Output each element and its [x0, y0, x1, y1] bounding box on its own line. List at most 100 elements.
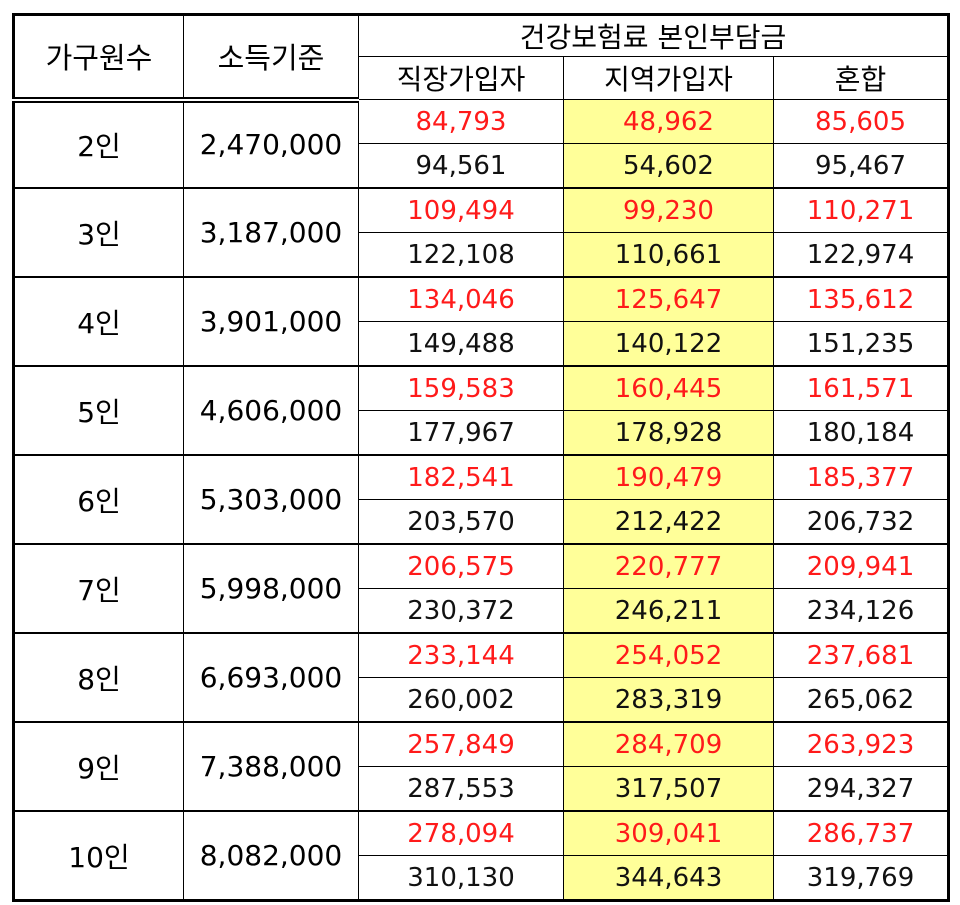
mixed-upper-value-cell: 286,737 [772, 810, 950, 856]
employee-lower-value-cell: 122,108 [358, 232, 564, 278]
mixed-lower-value-cell: 294,327 [772, 766, 950, 812]
employee-lower-value-cell: 310,130 [358, 855, 564, 902]
regional-lower-value-cell: 317,507 [563, 766, 774, 812]
household-size-cell: 5인 [13, 365, 184, 456]
table-row: 94,561 54,602 95,467 [14, 143, 950, 189]
table-row: 7인 5,998,000 206,575 220,777 209,941 [13, 543, 950, 634]
table-row: 230,372 246,211 234,126 [14, 588, 950, 634]
employee-lower-value-cell: 287,553 [358, 766, 564, 812]
employee-lower-value-cell: 260,002 [358, 677, 564, 723]
mixed-upper-value-cell: 85,605 [772, 99, 950, 144]
employee-upper-value-cell: 257,849 [358, 721, 564, 767]
header-income-standard: 소득기준 [183, 14, 359, 103]
mixed-lower-value-cell: 151,235 [772, 321, 950, 367]
income-standard-cell: 5,303,000 [183, 454, 359, 545]
regional-upper-value-cell: 48,962 [563, 99, 774, 144]
table-row: 8인 6,693,000 233,144 254,052 237,681 [13, 632, 950, 723]
regional-upper-value-cell: 309,041 [563, 810, 774, 856]
table-row: 3인 3,187,000 109,494 99,230 110,271 [13, 187, 950, 278]
table-row: 6인 5,303,000 182,541 190,479 185,377 [13, 454, 950, 545]
mixed-upper-value-cell: 110,271 [772, 187, 950, 233]
income-standard-cell: 4,606,000 [183, 365, 359, 456]
regional-lower-value-cell: 212,422 [563, 499, 774, 545]
household-size-cell: 4인 [13, 276, 184, 367]
regional-upper-value-cell: 284,709 [563, 721, 774, 767]
table-row: 9인 7,388,000 257,849 284,709 263,923 [13, 721, 950, 812]
header-mixed: 혼합 [772, 56, 950, 100]
table-body: 2인 2,470,000 84,793 48,962 85,605 94,561 54,60… [13, 99, 950, 902]
mixed-lower-value-cell: 180,184 [772, 410, 950, 456]
mixed-lower-value-cell: 234,126 [772, 588, 950, 634]
mixed-lower-value-cell: 319,769 [772, 855, 950, 902]
employee-upper-value-cell: 109,494 [358, 187, 564, 233]
table-row: 4인 3,901,000 134,046 125,647 135,612 [13, 276, 950, 367]
regional-upper-value-cell: 125,647 [563, 276, 774, 322]
income-standard-cell: 3,901,000 [183, 276, 359, 367]
mixed-lower-value-cell: 206,732 [772, 499, 950, 545]
regional-lower-value-cell: 283,319 [563, 677, 774, 723]
mixed-lower-value-cell: 265,062 [772, 677, 950, 723]
income-standard-cell: 2,470,000 [183, 99, 359, 189]
household-size-cell: 7인 [13, 543, 184, 634]
employee-upper-value-cell: 278,094 [358, 810, 564, 856]
household-size-cell: 8인 [13, 632, 184, 723]
table-row: 310,130 344,643 319,769 [14, 855, 950, 902]
regional-upper-value-cell: 220,777 [563, 543, 774, 589]
mixed-upper-value-cell: 237,681 [772, 632, 950, 678]
table-header: 가구원수 소득기준 건강보험료 본인부담금 직장가입자 지역가입자 혼합 [13, 14, 950, 103]
header-row-top: 가구원수 소득기준 건강보험료 본인부담금 [13, 14, 950, 103]
table-row: 2인 2,470,000 84,793 48,962 85,605 [13, 99, 950, 189]
income-standard-cell: 6,693,000 [183, 632, 359, 723]
regional-upper-value-cell: 254,052 [563, 632, 774, 678]
income-standard-cell: 3,187,000 [183, 187, 359, 278]
premium-table: 가구원수 소득기준 건강보험료 본인부담금 직장가입자 지역가입자 혼합 2인 2… [12, 13, 951, 902]
regional-lower-value-cell: 110,661 [563, 232, 774, 278]
header-employee: 직장가입자 [358, 56, 564, 100]
mixed-lower-value-cell: 122,974 [772, 232, 950, 278]
employee-upper-value-cell: 233,144 [358, 632, 564, 678]
table-row: 149,488 140,122 151,235 [14, 321, 950, 367]
header-regional: 지역가입자 [563, 56, 774, 100]
income-standard-cell: 5,998,000 [183, 543, 359, 634]
employee-upper-value-cell: 84,793 [358, 99, 564, 144]
mixed-upper-value-cell: 263,923 [772, 721, 950, 767]
header-premium-group: 건강보험료 본인부담금 [357, 14, 950, 57]
employee-lower-value-cell: 149,488 [358, 321, 564, 367]
mixed-upper-value-cell: 185,377 [772, 454, 950, 500]
header-household-size: 가구원수 [13, 14, 184, 103]
regional-upper-value-cell: 160,445 [563, 365, 774, 411]
regional-lower-value-cell: 54,602 [563, 143, 774, 189]
table-row: 177,967 178,928 180,184 [14, 410, 950, 456]
household-size-cell: 2인 [13, 99, 184, 189]
mixed-upper-value-cell: 161,571 [772, 365, 950, 411]
household-size-cell: 9인 [13, 721, 184, 812]
regional-lower-value-cell: 140,122 [563, 321, 774, 367]
employee-upper-value-cell: 134,046 [358, 276, 564, 322]
header-row-sub: 직장가입자 지역가입자 혼합 [14, 56, 950, 100]
household-size-cell: 10인 [13, 810, 184, 902]
employee-upper-value-cell: 182,541 [358, 454, 564, 500]
household-size-cell: 3인 [13, 187, 184, 278]
mixed-lower-value-cell: 95,467 [772, 143, 950, 189]
mixed-upper-value-cell: 135,612 [772, 276, 950, 322]
table-row: 260,002 283,319 265,062 [14, 677, 950, 723]
table-row: 287,553 317,507 294,327 [14, 766, 950, 812]
regional-lower-value-cell: 246,211 [563, 588, 774, 634]
regional-lower-value-cell: 178,928 [563, 410, 774, 456]
table-row: 10인 8,082,000 278,094 309,041 286,737 [13, 810, 950, 902]
employee-lower-value-cell: 177,967 [358, 410, 564, 456]
income-standard-cell: 8,082,000 [183, 810, 359, 902]
household-size-cell: 6인 [13, 454, 184, 545]
table-row: 5인 4,606,000 159,583 160,445 161,571 [13, 365, 950, 456]
employee-upper-value-cell: 159,583 [358, 365, 564, 411]
income-standard-cell: 7,388,000 [183, 721, 359, 812]
regional-lower-value-cell: 344,643 [563, 855, 774, 902]
employee-lower-value-cell: 230,372 [358, 588, 564, 634]
table-row: 203,570 212,422 206,732 [14, 499, 950, 545]
regional-upper-value-cell: 190,479 [563, 454, 774, 500]
employee-upper-value-cell: 206,575 [358, 543, 564, 589]
regional-upper-value-cell: 99,230 [563, 187, 774, 233]
employee-lower-value-cell: 203,570 [358, 499, 564, 545]
table-row: 122,108 110,661 122,974 [14, 232, 950, 278]
mixed-upper-value-cell: 209,941 [772, 543, 950, 589]
